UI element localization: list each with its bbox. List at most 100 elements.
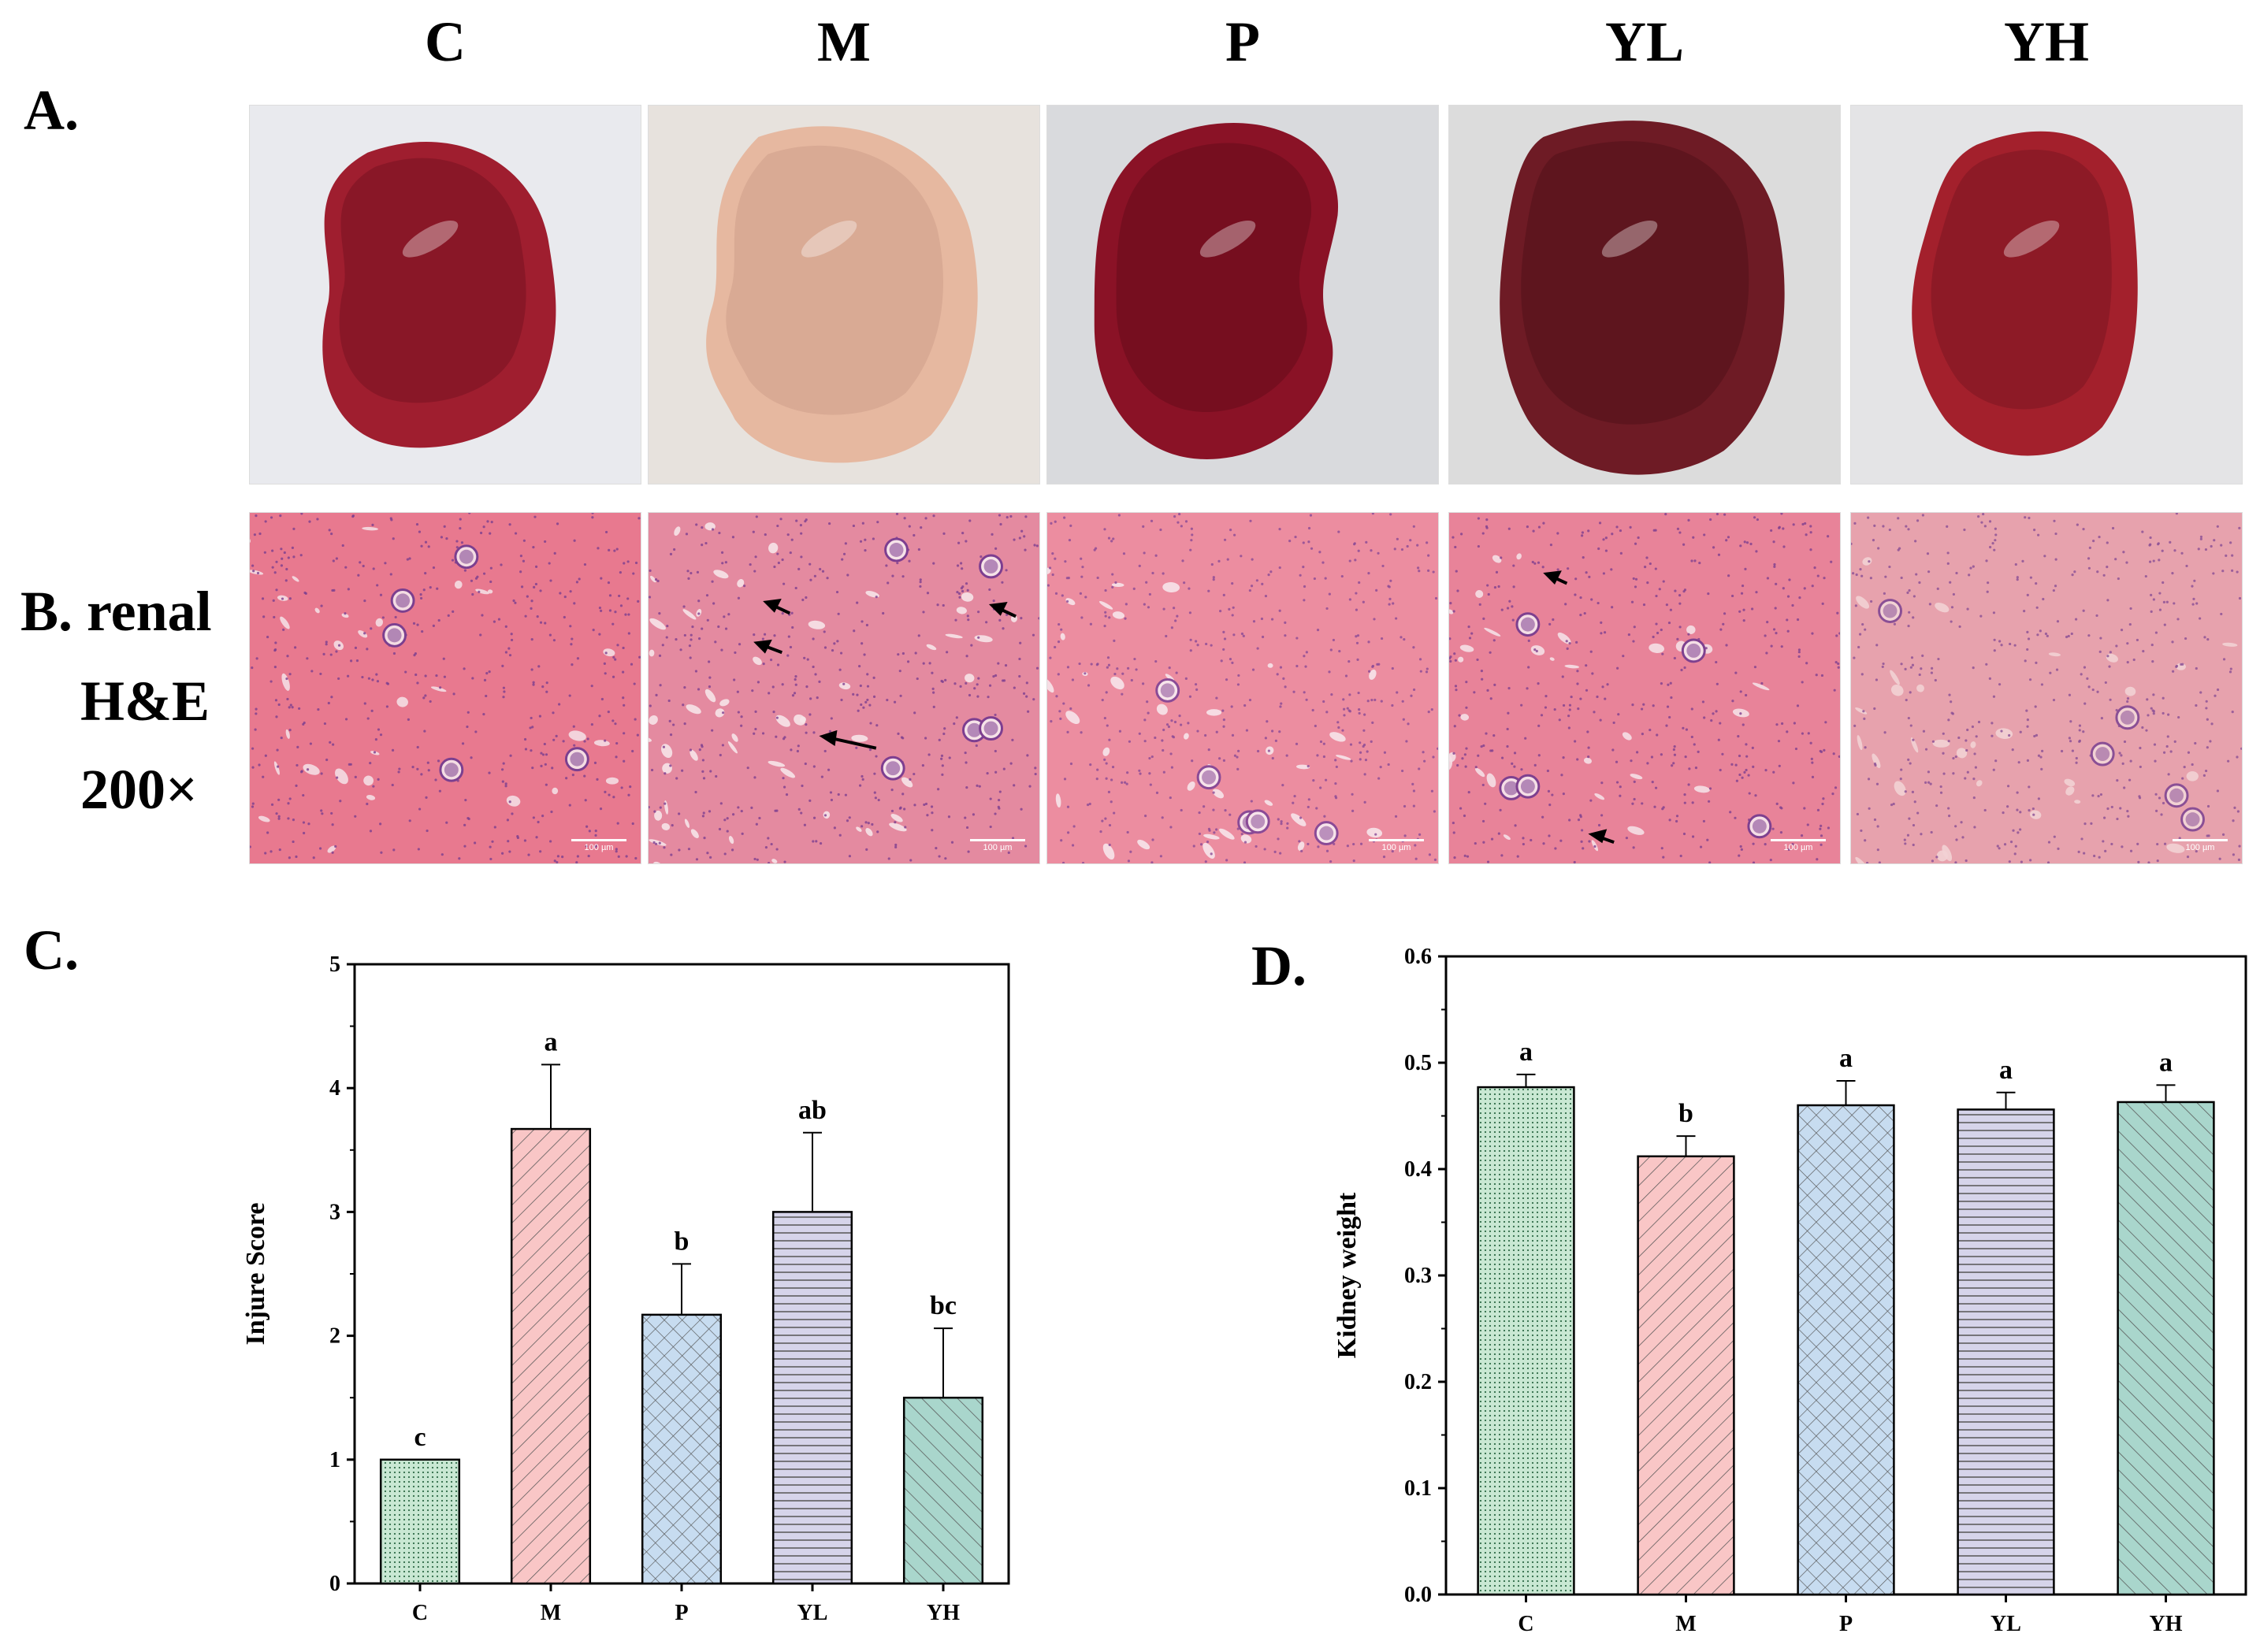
y-tick-label: 2	[329, 1324, 340, 1349]
injure-score-chart-svg: 0 1 2 3 4 5 Injure Score c Ca Mb Pab YL bc YH	[241, 952, 1010, 1625]
he-section-yl-image	[1449, 513, 1840, 863]
scale-bar: 100 µm	[2173, 839, 2228, 852]
bar-hatch-P	[1797, 1104, 1895, 1596]
y-axis-title: Injure Score	[241, 1202, 270, 1345]
y-tick-label: 4	[329, 1076, 340, 1101]
significance-label-YL: ab	[798, 1096, 827, 1125]
x-tick-label-YL: YL	[797, 1601, 828, 1625]
significance-label-C: c	[414, 1423, 426, 1452]
tissue-texture	[1449, 513, 1840, 863]
panel-label-b-line2: H&E	[80, 670, 210, 733]
he-section-yl: 100 µm	[1448, 512, 1841, 864]
kidney-weight-chart-svg: 0.0 0.1 0.2 0.3 0.4 0.5 0.6 Kidney weight a Cb Ma P…	[1333, 945, 2247, 1636]
x-tick-label-C: C	[1518, 1612, 1533, 1636]
kidney-photo-c	[249, 105, 641, 484]
bar-hatch-YH	[902, 1396, 984, 1585]
bar-hatch-M	[1637, 1155, 1735, 1596]
kidney-photo-yl	[1448, 105, 1841, 484]
tissue-texture	[649, 513, 1039, 863]
scale-bar-label: 100 µm	[1783, 843, 1813, 852]
he-section-p: 100 µm	[1046, 512, 1439, 864]
significance-label-YH: a	[2159, 1048, 2173, 1077]
bar-hatch-C	[379, 1458, 461, 1585]
x-tick-label-C: C	[412, 1601, 428, 1625]
bar-hatch-YH	[2117, 1101, 2215, 1596]
y-tick-label: 5	[329, 952, 340, 977]
x-tick-label-P: P	[675, 1601, 688, 1625]
x-tick-label-YH: YH	[927, 1601, 960, 1625]
kidney-photo-p	[1046, 105, 1439, 484]
y-tick-label: 0.4	[1404, 1157, 1432, 1182]
kidney-shape	[1500, 121, 1785, 475]
he-section-yh-image	[1851, 513, 2242, 863]
y-tick-label: 0.0	[1404, 1583, 1432, 1607]
column-header-p: P	[1225, 10, 1260, 73]
y-tick-label: 0.1	[1404, 1476, 1432, 1501]
x-tick-label-M: M	[1675, 1612, 1696, 1636]
panel-label-b-line3: 200×	[80, 758, 199, 821]
y-axis-title: Kidney weight	[1333, 1192, 1362, 1358]
bar-hatch-C	[1477, 1086, 1575, 1596]
y-tick-label: 0	[329, 1572, 340, 1596]
arrow-annotations	[1543, 570, 1615, 844]
scale-bar-label: 100 µm	[1381, 843, 1411, 852]
panel-label-c: C.	[24, 919, 79, 982]
scale-bar: 100 µm	[970, 839, 1025, 852]
he-section-c: 100 µm	[249, 512, 641, 864]
arrow-annotations	[753, 599, 1017, 750]
scale-bar: 100 µm	[1771, 839, 1826, 852]
scale-bar-label: 100 µm	[2185, 843, 2215, 852]
kidney-shape	[706, 126, 978, 463]
significance-label-P: a	[1839, 1044, 1853, 1073]
x-tick-label-P: P	[1839, 1612, 1853, 1636]
significance-label-M: a	[545, 1027, 558, 1056]
significance-label-YL: a	[1999, 1056, 2013, 1085]
kidney-photo-yh	[1850, 105, 2243, 484]
column-header-c: C	[425, 10, 466, 73]
he-section-yh: 100 µm	[1850, 512, 2243, 864]
kidney-photo-m-image	[649, 106, 1039, 484]
y-tick-label: 0.2	[1404, 1370, 1432, 1394]
he-section-m: 100 µm	[648, 512, 1040, 864]
panel-label-a: A.	[24, 79, 79, 142]
panel-label-b-line1: B. renal	[20, 580, 212, 643]
x-tick-label-YH: YH	[2150, 1612, 2183, 1636]
kidney-photo-p-image	[1047, 106, 1438, 484]
scale-bar-label: 100 µm	[983, 843, 1013, 852]
tissue-texture	[1047, 513, 1438, 863]
significance-label-M: b	[1678, 1099, 1693, 1128]
bar-hatch-YL	[1957, 1108, 2055, 1596]
column-header-yh: YH	[2004, 10, 2089, 73]
y-tick-label: 0.3	[1404, 1264, 1432, 1288]
y-tick-label: 0.6	[1404, 945, 1432, 969]
bar-hatch-M	[510, 1127, 592, 1585]
he-section-c-image	[250, 513, 641, 863]
column-header-m: M	[817, 10, 871, 73]
kidney-shape	[1094, 123, 1339, 459]
y-tick-label: 3	[329, 1200, 340, 1224]
bar-hatch-P	[641, 1313, 723, 1585]
x-tick-label-YL: YL	[1991, 1612, 2021, 1636]
panel-label-d: D.	[1251, 934, 1307, 997]
y-tick-label: 0.5	[1404, 1051, 1432, 1075]
tissue-texture	[250, 513, 641, 863]
scale-bar-label: 100 µm	[584, 843, 614, 852]
kidney-photo-c-image	[250, 106, 641, 484]
bar-hatch-YL	[771, 1211, 853, 1585]
kidney-photo-m	[648, 105, 1040, 484]
significance-label-YH: bc	[930, 1291, 957, 1320]
kidney-photo-yl-image	[1449, 106, 1840, 484]
he-section-p-image	[1047, 513, 1438, 863]
kidney-shape	[322, 141, 556, 448]
y-tick-label: 1	[329, 1448, 340, 1472]
he-section-m-image	[649, 513, 1039, 863]
column-header-yl: YL	[1604, 10, 1685, 73]
significance-label-P: b	[675, 1227, 690, 1256]
scale-bar: 100 µm	[571, 839, 626, 852]
scale-bar: 100 µm	[1369, 839, 1424, 852]
significance-label-C: a	[1519, 1038, 1533, 1067]
kidney-shape	[1912, 131, 2138, 456]
